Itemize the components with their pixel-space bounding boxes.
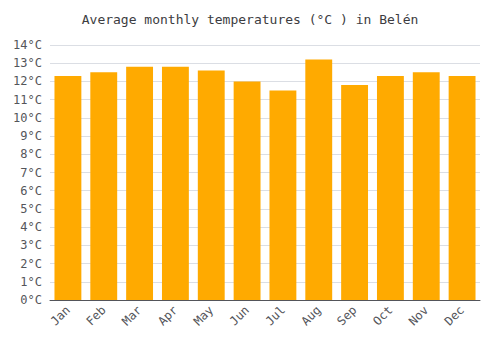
svg-text:Jan: Jan (48, 303, 73, 328)
svg-text:12°C: 12°C (13, 74, 42, 88)
svg-text:14°C: 14°C (13, 38, 42, 52)
svg-text:Oct: Oct (370, 303, 395, 328)
svg-text:Average monthly temperatures (: Average monthly temperatures (°C ) in Be… (82, 12, 419, 27)
svg-text:4°C: 4°C (20, 220, 42, 234)
svg-text:6°C: 6°C (20, 184, 42, 198)
svg-text:11°C: 11°C (13, 93, 42, 107)
svg-text:9°C: 9°C (20, 129, 42, 143)
svg-text:Apr: Apr (155, 303, 180, 328)
svg-text:May: May (191, 303, 216, 328)
svg-text:Dec: Dec (442, 303, 467, 328)
svg-text:2°C: 2°C (20, 257, 42, 271)
svg-text:Aug: Aug (298, 303, 323, 328)
svg-text:0°C: 0°C (20, 293, 42, 307)
svg-text:Jul: Jul (263, 303, 288, 328)
svg-text:Jun: Jun (227, 303, 252, 328)
svg-text:1°C: 1°C (20, 275, 42, 289)
svg-text:Nov: Nov (406, 303, 431, 328)
svg-text:Mar: Mar (119, 303, 144, 328)
svg-text:13°C: 13°C (13, 56, 42, 70)
svg-text:3°C: 3°C (20, 238, 42, 252)
svg-text:10°C: 10°C (13, 111, 42, 125)
svg-text:5°C: 5°C (20, 202, 42, 216)
svg-text:Sep: Sep (334, 303, 359, 328)
svg-text:Feb: Feb (83, 303, 108, 328)
svg-text:8°C: 8°C (20, 147, 42, 161)
svg-text:7°C: 7°C (20, 166, 42, 180)
